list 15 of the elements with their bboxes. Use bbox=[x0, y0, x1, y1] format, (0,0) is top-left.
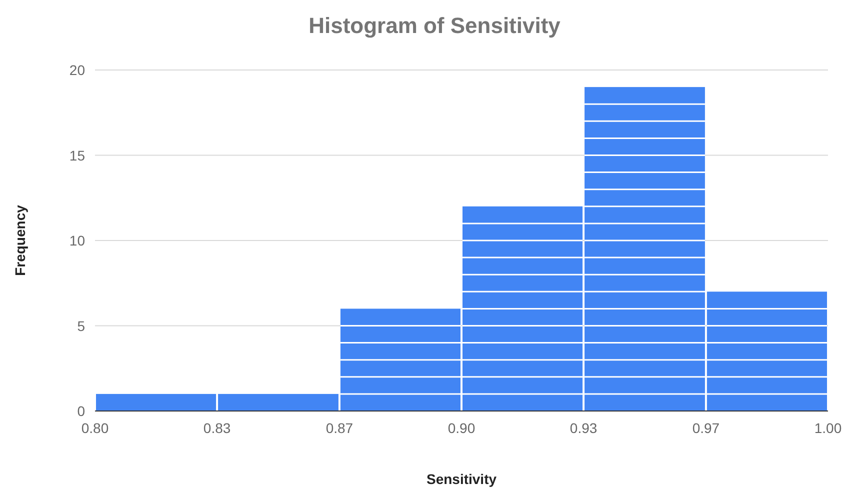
x-axis-title: Sensitivity bbox=[426, 471, 497, 487]
y-axis-title: Frequency bbox=[12, 204, 28, 276]
y-tick-label: 5 bbox=[77, 318, 86, 334]
chart-title: Histogram of Sensitivity bbox=[308, 13, 562, 38]
y-tick-label: 10 bbox=[69, 232, 86, 248]
y-tick-label: 15 bbox=[69, 147, 86, 164]
x-tick-label: 0.87 bbox=[326, 420, 354, 436]
x-tick-label: 0.80 bbox=[81, 420, 109, 436]
y-tick-label: 20 bbox=[69, 62, 86, 78]
x-tick-label: 0.93 bbox=[570, 420, 598, 436]
x-tick-label: 0.97 bbox=[692, 420, 720, 436]
x-tick-label: 1.00 bbox=[814, 420, 842, 436]
x-tick-label: 0.90 bbox=[448, 420, 476, 436]
y-tick-label: 0 bbox=[77, 403, 86, 419]
x-tick-label: 0.83 bbox=[203, 420, 231, 436]
